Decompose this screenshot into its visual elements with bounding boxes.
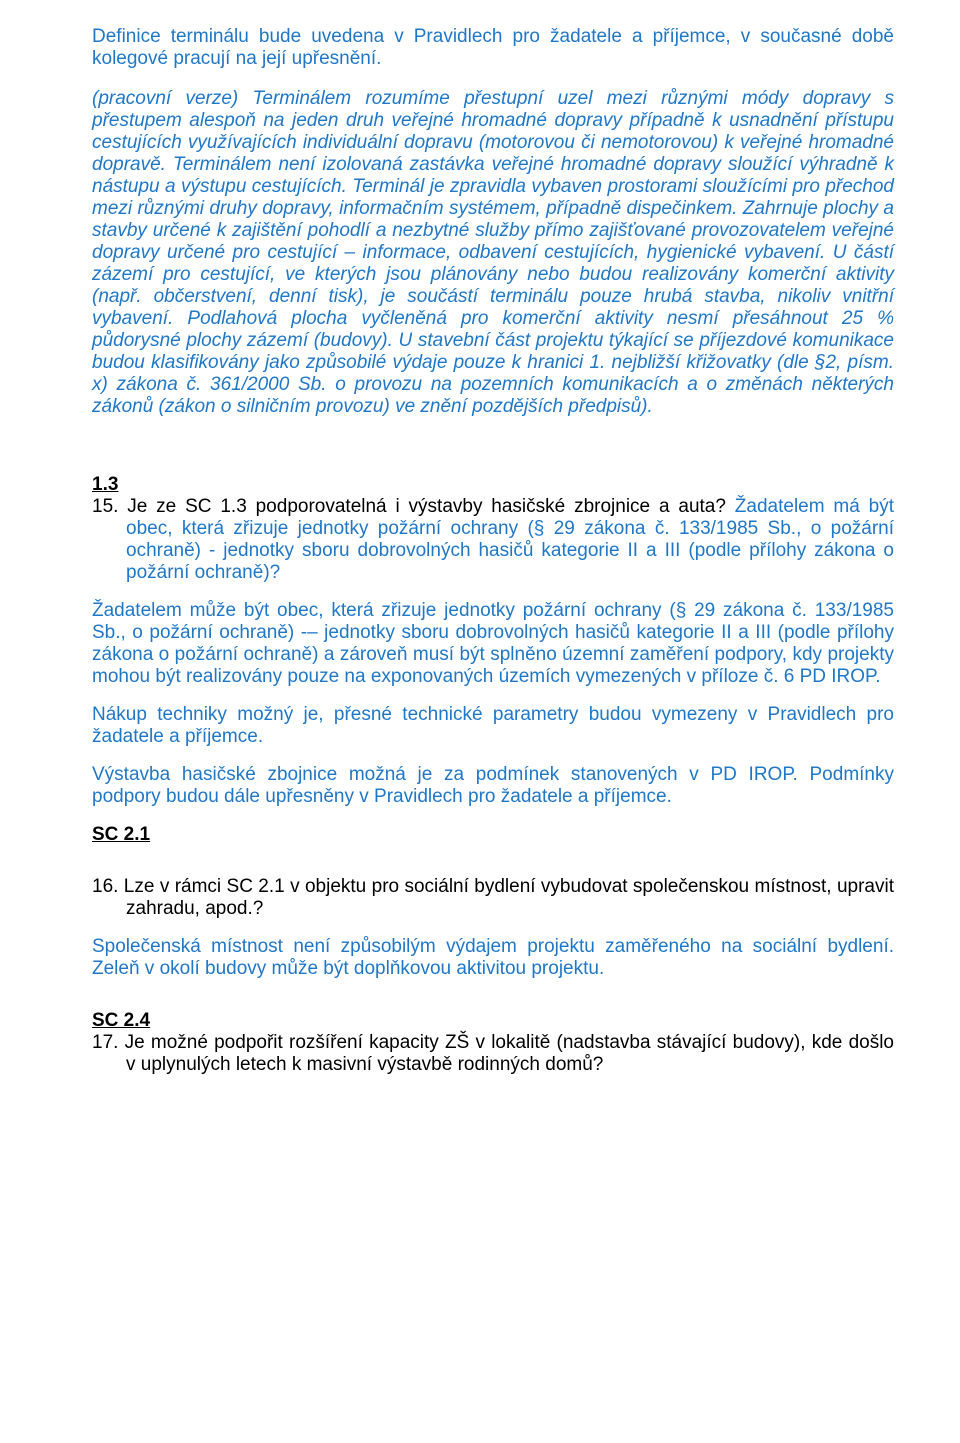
paragraph-pracovni-verze: (pracovní verze) Terminálem rozumíme pře… [92, 88, 894, 418]
answer-15-p2: Nákup techniky možný je, přesné technick… [92, 704, 894, 748]
heading-sc-2-1: SC 2.1 [92, 824, 894, 846]
question-16: 16. Lze v rámci SC 2.1 v objektu pro soc… [92, 876, 894, 920]
answer-16: Společenská místnost není způsobilým výd… [92, 936, 894, 980]
heading-1-3: 1.3 [92, 474, 894, 496]
question-17: 17. Je možné podpořit rozšíření kapacity… [92, 1032, 894, 1076]
answer-16-b: Zeleň v okolí budovy může být doplňkovou… [92, 958, 604, 979]
heading-sc-2-4: SC 2.4 [92, 1010, 894, 1032]
answer-16-a: Společenská místnost není způsobilým výd… [92, 936, 894, 957]
paragraph-definice: Definice terminálu bude uvedena v Pravid… [92, 26, 894, 70]
question-15: 15. Je ze SC 1.3 podporovatelná i výstav… [92, 496, 894, 584]
answer-15-p1: Žadatelem může být obec, která zřizuje j… [92, 600, 894, 688]
question-15-a: 15. Je ze SC 1.3 podporovatelná i výstav… [92, 496, 726, 517]
answer-15-p3: Výstavba hasičské zbojnice možná je za p… [92, 764, 894, 808]
